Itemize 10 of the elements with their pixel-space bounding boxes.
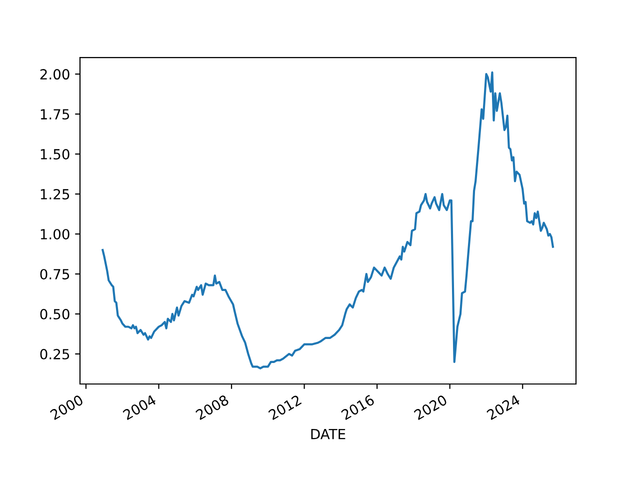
y-tick-label: 0.25 [40, 348, 70, 360]
line-series [102, 71, 554, 370]
y-tick-label: 2.00 [40, 69, 70, 80]
y-tick-label: 0.50 [40, 308, 70, 320]
y-tick-label: 0.75 [40, 268, 70, 280]
x-axis-title: DATE [311, 429, 346, 440]
y-tick-label: 1.00 [40, 228, 70, 240]
y-tick-label: 1.50 [40, 149, 70, 160]
y-tick-label: 1.25 [40, 188, 70, 200]
y-tick-label: 1.75 [40, 109, 70, 120]
